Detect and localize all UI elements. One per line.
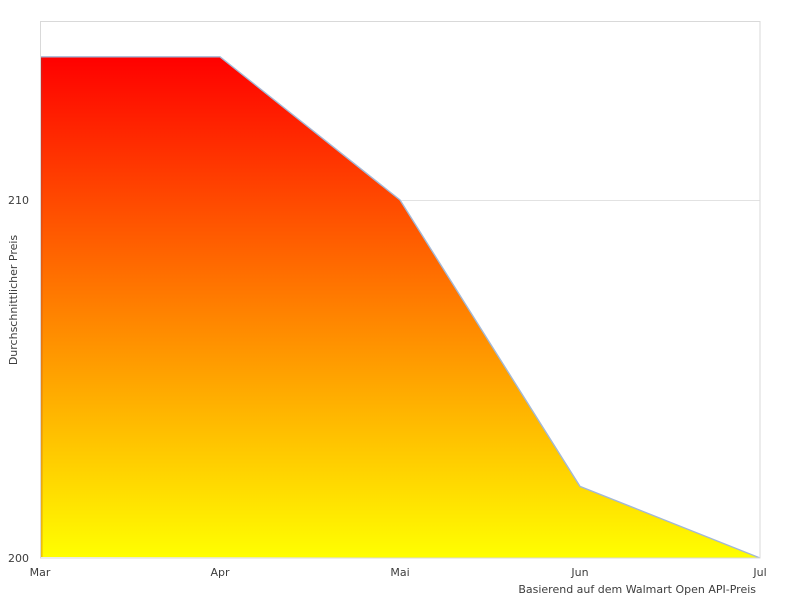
x-tick-label: Apr [210, 566, 230, 579]
y-axis-label: Durchschnittlicher Preis [7, 234, 20, 366]
x-tick-label: Mai [390, 566, 410, 579]
x-tick-label: Jul [753, 566, 767, 579]
y-tick-label: 210 [8, 194, 29, 207]
price-area [40, 56, 760, 559]
x-axis-label: Basierend auf dem Walmart Open API-Preis [518, 583, 756, 596]
price-line [40, 56, 761, 559]
x-tick-label: Jun [571, 566, 589, 579]
x-tick-label: Mar [29, 566, 51, 579]
plot-border [40, 21, 761, 559]
y-tick-label: 200 [8, 552, 29, 565]
